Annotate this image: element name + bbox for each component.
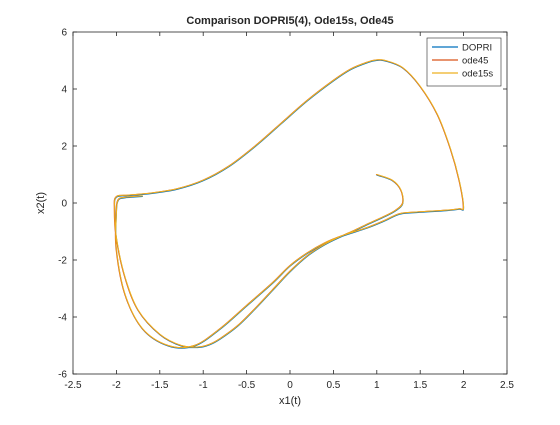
- y-tick-label: 6: [61, 28, 67, 39]
- x-tick-label: 1: [374, 380, 380, 391]
- series-line-ode15s: [114, 59, 465, 349]
- x-tick-label: 2: [461, 380, 467, 391]
- x-tick-label: -2: [112, 380, 121, 391]
- legend-label-ode15s: ode15s: [462, 69, 493, 80]
- x-tick-label: 2.5: [500, 380, 514, 391]
- x-tick-label: -1: [199, 380, 208, 391]
- legend-label-ode45: ode45: [462, 56, 488, 67]
- legend[interactable]: DOPRI ode45 ode15s: [426, 37, 502, 87]
- x-axis-label: x1(t): [279, 395, 301, 407]
- x-tick-label: -2.5: [64, 380, 82, 391]
- y-tick-label: 2: [61, 142, 67, 153]
- y-tick-label: -4: [58, 313, 67, 324]
- y-tick-label: -6: [58, 370, 67, 381]
- x-tick-label: 0.5: [326, 380, 340, 391]
- x-tick-label: -1.5: [151, 380, 169, 391]
- chart-title: Comparison DOPRI5(4), Ode15s, Ode45: [186, 15, 393, 27]
- x-axis-ticks: -2.5 -2 -1.5 -1 -0.5 0 0.5 1 1.5 2 2.5: [64, 32, 514, 391]
- y-axis-ticks: -6 -4 -2 0 2 4 6: [58, 28, 507, 381]
- y-tick-label: 0: [61, 199, 67, 210]
- y-tick-label: 4: [61, 85, 67, 96]
- legend-label-dopri: DOPRI: [462, 43, 492, 54]
- legend-box: [426, 37, 502, 87]
- y-axis-label: x2(t): [35, 192, 47, 214]
- trajectory-lines: [113, 59, 465, 349]
- legend-items: DOPRI ode45 ode15s: [432, 43, 493, 80]
- x-tick-label: 0: [287, 380, 293, 391]
- x-tick-label: 1.5: [413, 380, 427, 391]
- y-tick-label: -2: [58, 256, 67, 267]
- plot-area: [73, 32, 507, 374]
- x-tick-label: -0.5: [238, 380, 256, 391]
